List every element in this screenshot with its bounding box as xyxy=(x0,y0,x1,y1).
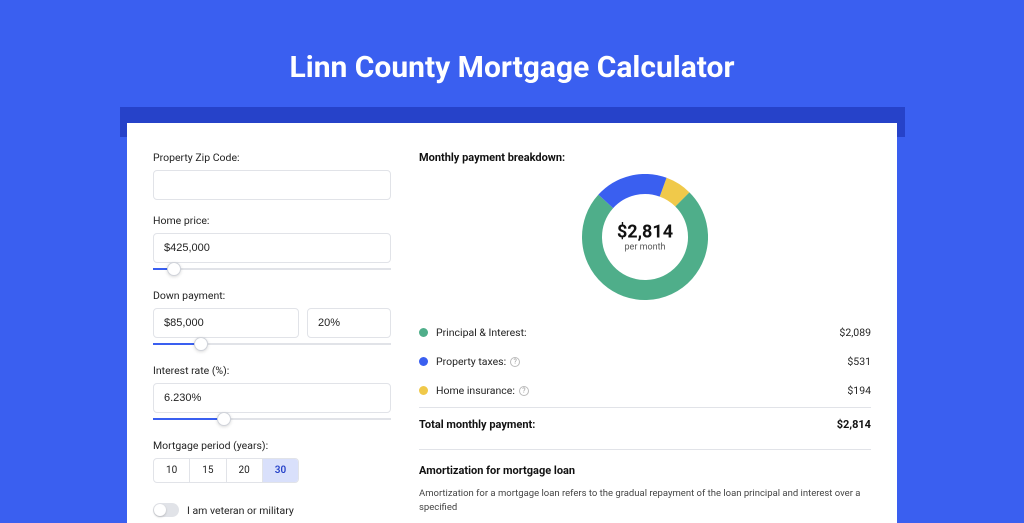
slider-track xyxy=(153,268,391,270)
veteran-label: I am veteran or military xyxy=(187,504,294,517)
zip-label: Property Zip Code: xyxy=(153,151,391,164)
legend-row: Property taxes:?$531 xyxy=(419,347,871,376)
legend-label-text: Home insurance: xyxy=(436,384,515,397)
amortization-section: Amortization for mortgage loan Amortizat… xyxy=(419,449,871,516)
amortization-title: Amortization for mortgage loan xyxy=(419,464,871,477)
donut-center: $2,814 per month xyxy=(617,222,673,253)
breakdown-column: Monthly payment breakdown: $2,814 per mo… xyxy=(419,143,871,523)
period-group: 10152030 xyxy=(153,458,299,483)
total-value: $2,814 xyxy=(837,418,871,431)
legend-row: Principal & Interest: $2,089 xyxy=(419,318,871,347)
veteran-toggle[interactable] xyxy=(153,503,179,517)
total-label: Total monthly payment: xyxy=(419,418,837,431)
toggle-knob xyxy=(154,504,166,516)
donut-sub: per month xyxy=(617,243,673,253)
info-icon[interactable]: ? xyxy=(510,357,520,367)
zip-input[interactable] xyxy=(153,170,391,200)
legend-label-text: Principal & Interest: xyxy=(436,326,527,339)
period-option-15[interactable]: 15 xyxy=(190,459,226,482)
slider-thumb[interactable] xyxy=(217,412,231,426)
legend-value: $531 xyxy=(847,355,871,368)
legend-list: Principal & Interest: $2,089 Property taxe… xyxy=(419,318,871,405)
calculator-panel: Property Zip Code: Home price: Down paym… xyxy=(127,123,897,523)
down-payment-pct-input[interactable] xyxy=(307,308,391,338)
period-label: Mortgage period (years): xyxy=(153,439,391,452)
interest-label: Interest rate (%): xyxy=(153,364,391,377)
period-option-30[interactable]: 30 xyxy=(263,459,298,482)
period-option-20[interactable]: 20 xyxy=(227,459,263,482)
legend-dot xyxy=(419,386,428,395)
legend-dot xyxy=(419,328,428,337)
page-title: Linn County Mortgage Calculator xyxy=(0,50,1024,85)
legend-label-text: Property taxes: xyxy=(436,355,506,368)
home-price-label: Home price: xyxy=(153,214,391,227)
slider-fill xyxy=(153,418,224,420)
inputs-column: Property Zip Code: Home price: Down paym… xyxy=(153,143,391,523)
legend-label: Principal & Interest: xyxy=(436,326,839,339)
total-row: Total monthly payment: $2,814 xyxy=(419,407,871,431)
donut-chart: $2,814 per month xyxy=(419,174,871,300)
legend-value: $194 xyxy=(847,384,871,397)
home-price-slider[interactable] xyxy=(153,265,391,275)
period-option-10[interactable]: 10 xyxy=(154,459,190,482)
amortization-text: Amortization for a mortgage loan refers … xyxy=(419,487,871,516)
down-payment-slider[interactable] xyxy=(153,340,391,350)
down-payment-label: Down payment: xyxy=(153,289,391,302)
legend-dot xyxy=(419,357,428,366)
interest-input[interactable] xyxy=(153,383,391,413)
slider-thumb[interactable] xyxy=(194,337,208,351)
interest-slider[interactable] xyxy=(153,415,391,425)
donut-amount: $2,814 xyxy=(617,222,673,243)
breakdown-title: Monthly payment breakdown: xyxy=(419,151,871,164)
down-payment-input[interactable] xyxy=(153,308,299,338)
legend-label: Home insurance:? xyxy=(436,384,847,397)
legend-label: Property taxes:? xyxy=(436,355,847,368)
legend-value: $2,089 xyxy=(839,326,871,339)
legend-row: Home insurance:?$194 xyxy=(419,376,871,405)
slider-thumb[interactable] xyxy=(167,262,181,276)
home-price-input[interactable] xyxy=(153,233,391,263)
info-icon[interactable]: ? xyxy=(519,386,529,396)
